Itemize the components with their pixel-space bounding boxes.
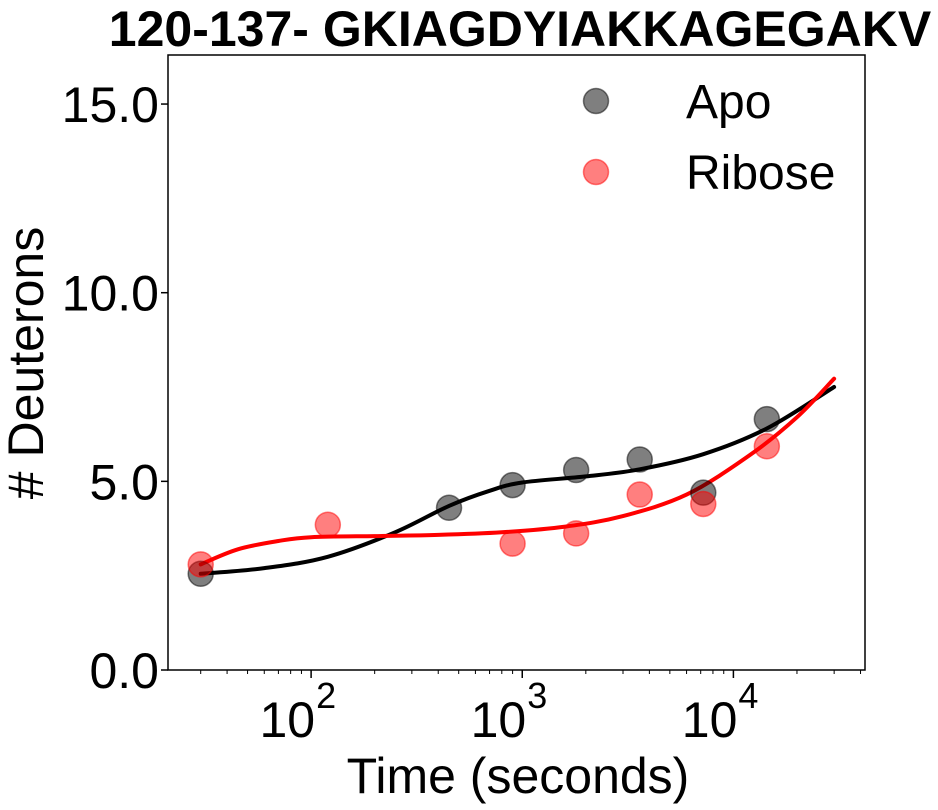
ribose-data-point [562,520,590,547]
ribose-data-point [626,481,653,508]
x-tick-label-exponent: 2 [316,675,336,716]
data-points [187,405,781,588]
ribose-fit-line [198,376,837,567]
legend-marker-ribose [582,158,610,186]
legend-label-ribose: Ribose [686,147,835,200]
ribose-data-point [499,530,526,557]
ribose-data-point [314,511,342,538]
legend-label-apo: Apo [686,76,771,129]
apo-data-point [562,456,590,484]
legend: Apo Ribose [582,76,835,200]
chart-title: 120-137- GKIAGDYIAKKAGEGAKV [109,1,932,57]
x-tick-label-exponent: 4 [738,675,758,716]
y-tick-label: 0.0 [89,643,159,699]
ribose-data-point [690,490,717,518]
y-tick-label: 5.0 [89,454,159,510]
x-axis: 10 2 10 3 10 4 [200,670,862,748]
legend-marker-apo [582,87,610,115]
x-axis-label: Time (seconds) [347,748,690,804]
y-axis: 0.0 5.0 10.0 15.0 [62,77,168,699]
ribose-data-point [187,551,214,578]
x-tick-label-base: 10 [471,692,527,748]
ribose-data-point [753,433,781,460]
x-tick-label-exponent: 3 [527,675,547,716]
apo-data-point [626,446,653,473]
apo-data-point [753,405,781,433]
apo-data-point [435,494,463,522]
x-tick-label-base: 10 [259,692,315,748]
x-tick-label-base: 10 [682,692,738,748]
y-axis-label: # Deuterons [0,227,54,499]
plot-frame [167,54,866,671]
y-tick-label: 15.0 [62,77,159,133]
y-tick-label: 10.0 [62,266,159,322]
apo-data-point [499,471,526,499]
